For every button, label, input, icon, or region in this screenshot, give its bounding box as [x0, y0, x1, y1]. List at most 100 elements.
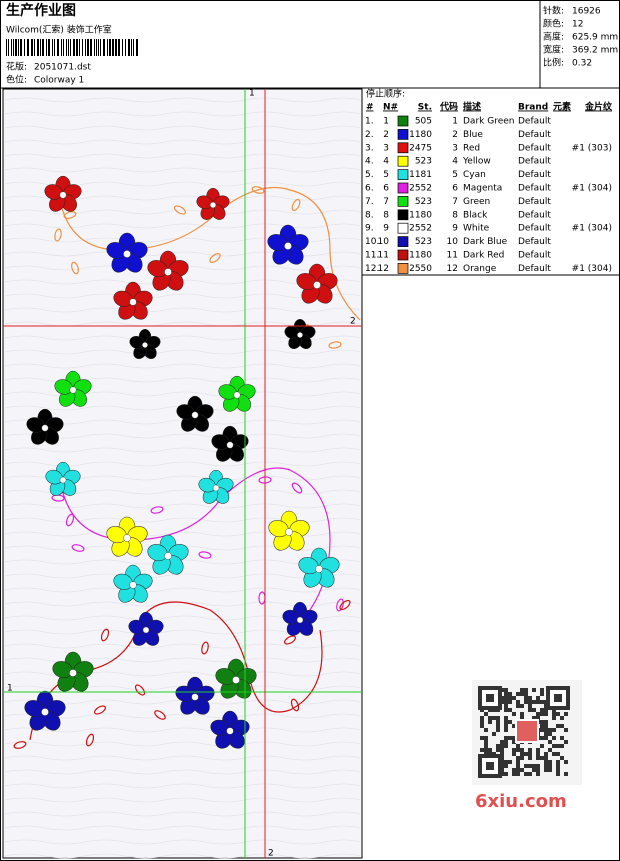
qr-cell — [500, 740, 504, 744]
watermark: 6xiu.com — [475, 791, 567, 812]
qr-cell — [564, 712, 568, 716]
bar — [13, 39, 14, 56]
bar — [40, 39, 41, 56]
qr-cell — [504, 728, 508, 732]
flower-center — [313, 281, 321, 289]
row-desc: Dark Red — [463, 251, 504, 261]
stat-value: 625.9 mm — [572, 33, 618, 43]
row-code: 9 — [452, 224, 458, 234]
bar — [73, 39, 75, 56]
fabric-wave — [4, 825, 361, 831]
fabric-wave — [4, 97, 361, 103]
bar — [18, 39, 19, 56]
qr-cell — [512, 740, 516, 744]
row-code: 2 — [452, 130, 458, 140]
row-stitches: 1180 — [409, 130, 432, 140]
row-brand: Default — [518, 157, 551, 167]
bar — [34, 39, 35, 56]
stat-label: 比例: — [543, 57, 564, 69]
leaf — [198, 551, 212, 559]
flower-center — [209, 201, 217, 209]
row-code: 12 — [447, 264, 458, 274]
row-code: 4 — [452, 157, 458, 167]
qr-cell — [540, 756, 544, 760]
leaf — [85, 733, 95, 747]
color-swatch — [397, 115, 409, 127]
row-n: 9 — [383, 224, 389, 234]
qr-cell — [536, 712, 540, 716]
qr-cell — [560, 756, 564, 760]
fabric-wave — [4, 433, 361, 439]
qr-cell — [544, 768, 548, 772]
qr-cell — [484, 740, 488, 744]
qr-cell — [556, 724, 560, 728]
qr-cell — [512, 748, 516, 752]
qr-cell — [536, 764, 540, 768]
barcode — [6, 39, 138, 56]
bar — [133, 39, 134, 56]
qr-cell — [504, 744, 508, 748]
row-n: 3 — [383, 143, 389, 153]
row-sequin: #1 (304) — [572, 264, 612, 274]
qr-cell — [524, 696, 528, 700]
bar — [90, 39, 92, 56]
color-swatch — [397, 169, 409, 180]
row-index: 1. — [365, 117, 374, 127]
qr-cell — [536, 768, 540, 772]
bar — [118, 39, 120, 56]
qr-cell — [504, 696, 508, 700]
qr-cell — [544, 724, 548, 728]
bar — [128, 39, 130, 56]
qr-cell — [520, 712, 524, 716]
qr-cell — [492, 732, 496, 736]
qr-cell — [496, 728, 500, 732]
qr-cell — [516, 768, 520, 772]
qr-cell — [496, 748, 500, 752]
leaf — [93, 705, 107, 715]
qr-cell — [548, 748, 552, 752]
color-swatch — [397, 129, 409, 140]
fabric-wave — [4, 125, 361, 131]
bar — [20, 39, 22, 56]
qr-finder-dot — [554, 694, 562, 702]
qr-code — [472, 680, 582, 785]
row-stitches: 523 — [415, 157, 432, 167]
flower-center — [191, 693, 199, 701]
qr-cell — [516, 700, 520, 704]
row-code: 5 — [452, 170, 458, 180]
fabric-wave — [4, 769, 361, 775]
row-stitches: 2475 — [409, 143, 432, 153]
column-header: St. — [418, 103, 432, 113]
qr-cell — [532, 700, 536, 704]
row-desc: Dark Green — [463, 117, 514, 127]
bar — [68, 39, 69, 56]
fabric-wave — [4, 223, 361, 229]
qr-cell — [520, 748, 524, 752]
qr-cell — [552, 728, 556, 732]
qr-cell — [536, 756, 540, 760]
qr-cell — [560, 716, 564, 720]
qr-cell — [516, 764, 520, 768]
qr-cell — [508, 696, 512, 700]
column-header: N# — [383, 103, 398, 113]
qr-cell — [544, 756, 548, 760]
qr-cell — [532, 768, 536, 772]
qr-cell — [516, 760, 520, 764]
qr-cell — [524, 772, 528, 776]
row-desc: Orange — [463, 264, 497, 274]
row-brand: Default — [518, 237, 551, 247]
row-brand: Default — [518, 117, 551, 127]
row-brand: Default — [518, 143, 551, 153]
design: 2051071.dst — [34, 63, 91, 73]
fabric-wave — [4, 797, 361, 803]
row-index: 12. — [365, 264, 379, 274]
qr-cell — [544, 764, 548, 768]
qr-cell — [496, 716, 500, 720]
bar — [115, 39, 117, 56]
design-label: 花版: — [6, 61, 27, 73]
flower-center — [226, 727, 234, 735]
row-index: 3. — [365, 143, 374, 153]
leaf — [71, 544, 85, 552]
stat-label: 针数: — [543, 5, 564, 17]
qr-cell — [540, 712, 544, 716]
